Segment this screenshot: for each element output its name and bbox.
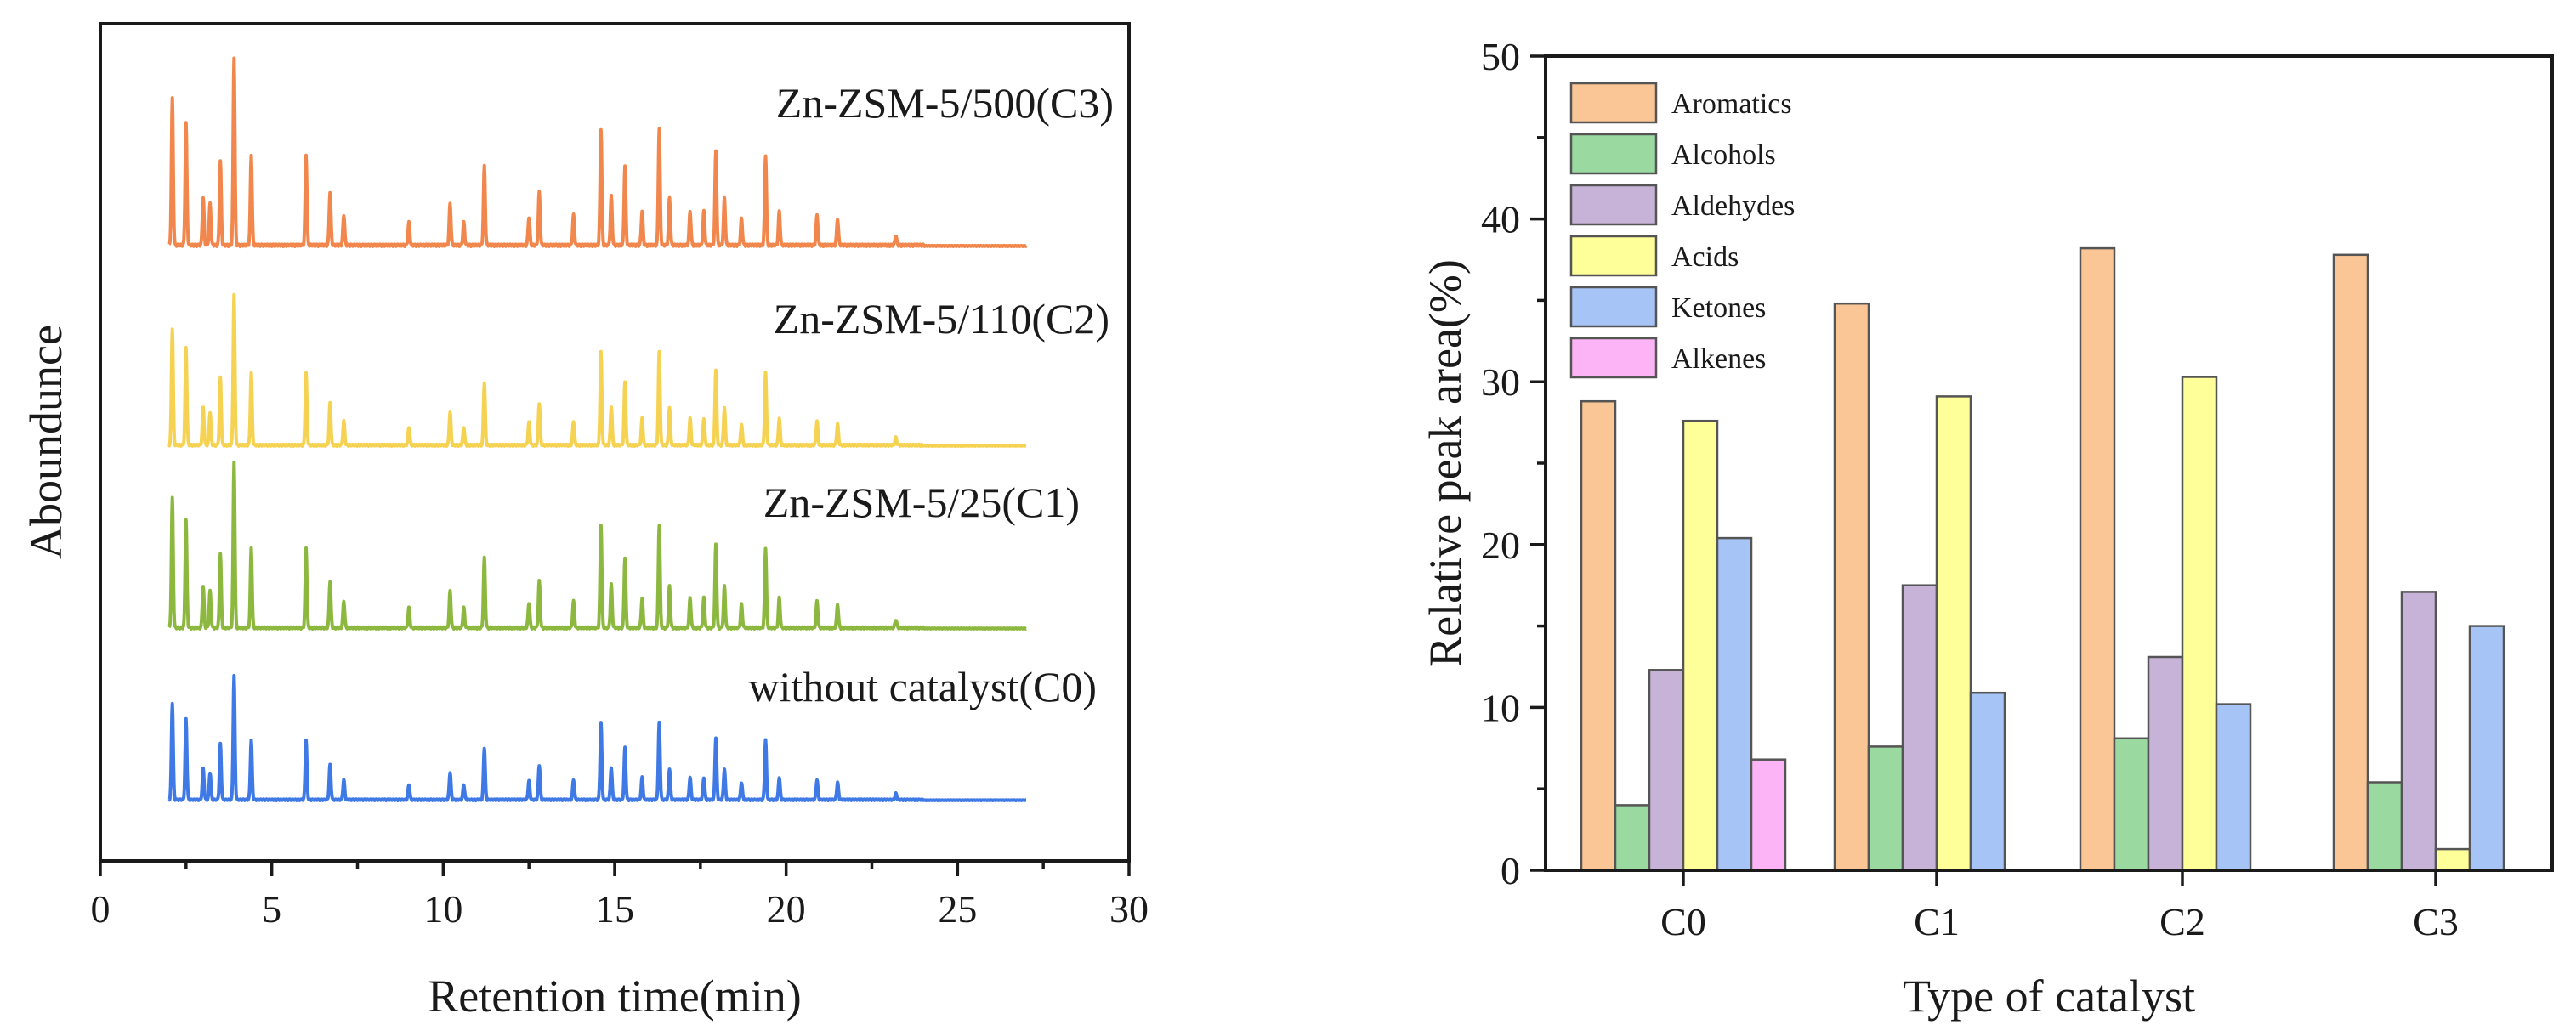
chromatogram-chart: without catalyst(C0) Zn-ZSM-5/25(C1) Zn-ZS… xyxy=(20,22,1149,1022)
legend-swatch-aldehydes xyxy=(1569,184,1658,226)
bar-legend: Aromatics Alcohols Aldehydes Acids Ketones Al… xyxy=(1569,82,1795,379)
bar-aldehydes-c2 xyxy=(2147,655,2184,872)
legend-swatch-ketones xyxy=(1569,286,1658,328)
bar-aldehydes-c3 xyxy=(2400,591,2437,872)
x-tick-label: 25 xyxy=(938,887,977,931)
bar-acids-c3 xyxy=(2434,847,2471,872)
legend-label-acids: Acids xyxy=(1671,241,1739,273)
bar-aldehydes-c0 xyxy=(1648,669,1685,872)
y-tick-label: 10 xyxy=(1481,686,1520,729)
y-tick-label: 50 xyxy=(1481,35,1520,78)
x-tick-label: 15 xyxy=(595,887,634,931)
chromatogram-y-axis-title: Aboundunce xyxy=(20,325,71,559)
legend-swatch-aromatics xyxy=(1569,82,1658,124)
bar-aromatics-c1 xyxy=(1833,302,1870,872)
x-tick-label: 5 xyxy=(262,887,281,931)
y-tick-label: 30 xyxy=(1481,360,1520,404)
x-tick-label: 0 xyxy=(91,887,111,931)
chromatogram-x-axis-ticks: 0 5 10 15 20 25 30 xyxy=(91,861,1149,931)
bar-alkenes-c0 xyxy=(1750,758,1787,872)
bar-ketones-c0 xyxy=(1716,536,1753,872)
bar-aromatics-c3 xyxy=(2332,253,2369,872)
bar-x-axis-title: Type of catalyst xyxy=(1903,971,2195,1022)
bar-acids-c2 xyxy=(2181,376,2218,872)
legend-swatch-alcohols xyxy=(1569,133,1658,175)
chromatogram-trace xyxy=(167,673,1028,802)
x-category-label: C3 xyxy=(2413,900,2459,943)
bar-ketones-c3 xyxy=(2468,625,2505,872)
bar-y-axis-ticks: 0 10 20 30 40 50 xyxy=(1481,35,1546,892)
legend-label-aldehydes: Aldehydes xyxy=(1671,190,1795,222)
chromatogram-trace xyxy=(167,292,1028,448)
bar-alcohols-c0 xyxy=(1614,804,1651,872)
bar-aromatics-c2 xyxy=(2079,246,2116,872)
legend-label-aromatics: Aromatics xyxy=(1671,88,1792,120)
legend-label-ketones: Ketones xyxy=(1671,292,1766,324)
chromatogram-trace xyxy=(167,460,1028,631)
x-category-label: C1 xyxy=(1914,900,1960,943)
chromatogram-trace-labels: without catalyst(C0) Zn-ZSM-5/25(C1) Zn-ZS… xyxy=(748,79,1114,710)
bar-acids-c1 xyxy=(1935,395,1972,872)
x-category-label: C0 xyxy=(1660,900,1706,943)
chromatogram-trace-label: without catalyst(C0) xyxy=(748,663,1097,710)
y-tick-label: 20 xyxy=(1481,524,1520,567)
bar-ketones-c2 xyxy=(2215,703,2252,872)
legend-swatch-acids xyxy=(1569,235,1658,277)
chromatogram-trace-label: Zn-ZSM-5/25(C1) xyxy=(763,478,1080,526)
chromatogram-traces xyxy=(167,56,1028,802)
x-tick-label: 30 xyxy=(1109,887,1149,931)
chromatogram-trace xyxy=(167,56,1028,248)
y-tick-label: 40 xyxy=(1481,198,1520,241)
bar-aldehydes-c1 xyxy=(1901,584,1938,872)
x-tick-label: 20 xyxy=(767,887,806,931)
x-tick-label: 10 xyxy=(423,887,462,931)
bar-acids-c0 xyxy=(1682,419,1719,872)
chromatogram-x-axis-title: Retention time(min) xyxy=(428,971,801,1022)
bar-alcohols-c2 xyxy=(2113,737,2150,872)
bar-ketones-c1 xyxy=(1969,691,2006,872)
bar-x-axis-ticks: C0 C1 C2 C3 xyxy=(1660,870,2459,943)
bar-alcohols-c3 xyxy=(2366,781,2403,872)
x-category-label: C2 xyxy=(2159,900,2205,943)
bar-series xyxy=(1580,246,2505,872)
legend-label-alkenes: Alkenes xyxy=(1671,343,1766,375)
chromatogram-trace-label: Zn-ZSM-5/110(C2) xyxy=(774,295,1109,343)
bar-y-axis-title: Relative peak area(%) xyxy=(1420,259,1471,667)
legend-label-alcohols: Alcohols xyxy=(1671,139,1776,171)
product-distribution-bar-chart: 0 10 20 30 40 50 C0 C1 C2 C3 Aromatics Alcohols Al… xyxy=(1420,35,2554,1022)
y-tick-label: 0 xyxy=(1501,849,1520,892)
bar-alcohols-c1 xyxy=(1867,745,1904,872)
legend-swatch-alkenes xyxy=(1569,337,1658,379)
bar-aromatics-c0 xyxy=(1580,399,1617,872)
chromatogram-trace-label: Zn-ZSM-5/500(C3) xyxy=(776,79,1114,127)
